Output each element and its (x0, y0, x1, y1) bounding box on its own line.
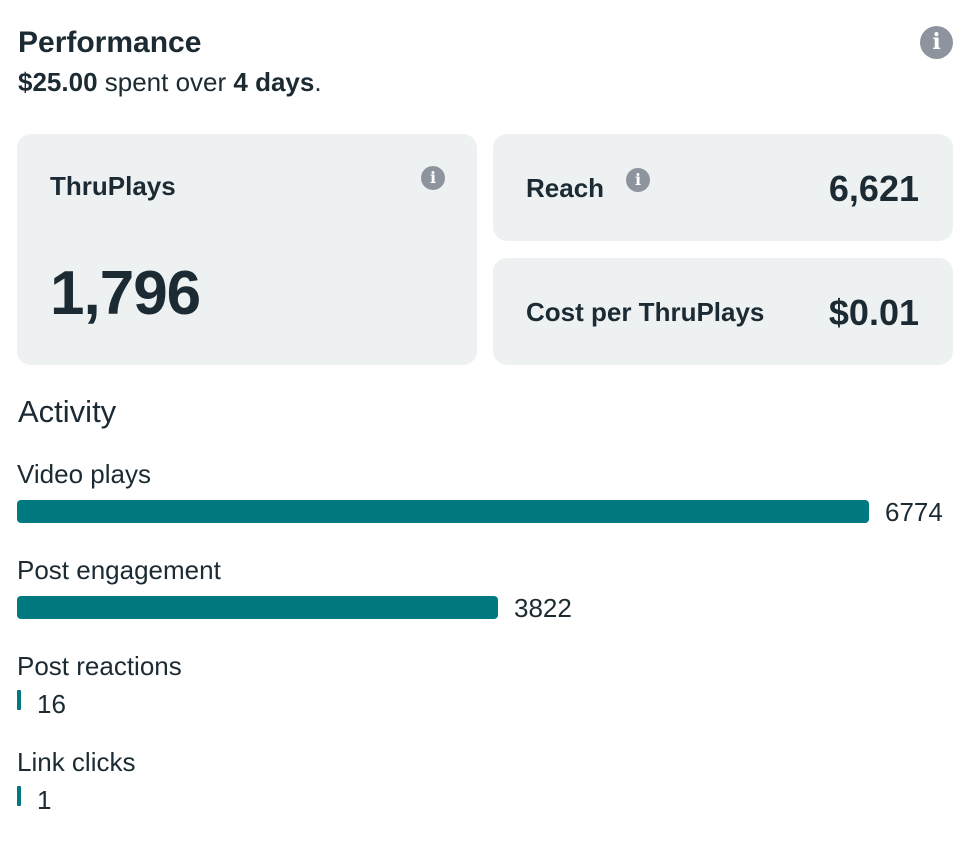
reach-label: Reach (526, 173, 605, 203)
spend-duration: 4 days (233, 67, 315, 97)
metric-value: 3822 (514, 593, 572, 623)
spend-period-end: . (314, 67, 322, 97)
reach-info-icon[interactable]: i (626, 168, 650, 192)
cost-per-thruplay-value: $0.01 (828, 292, 919, 333)
performance-title: Performance (18, 26, 202, 59)
activity-title: Activity (18, 394, 117, 429)
metric-video-plays: Video plays 6774 (17, 458, 967, 538)
spend-text: spent over (97, 67, 234, 97)
metric-label: Link clicks (17, 747, 136, 777)
cost-per-thruplay-card: Cost per ThruPlays $0.01 (493, 258, 953, 365)
metric-value: 16 (37, 689, 66, 719)
metric-bar (17, 596, 498, 619)
spend-amount: $25.00 (18, 67, 98, 97)
thruplays-card: ThruPlays i 1,796 (17, 134, 477, 365)
metric-label: Post reactions (17, 651, 182, 681)
metric-label: Video plays (17, 459, 151, 489)
metric-value: 1 (37, 785, 52, 815)
thruplays-value: 1,796 (50, 259, 201, 328)
metric-label: Post engagement (17, 555, 221, 585)
metric-link-clicks: Link clicks 1 (17, 746, 967, 826)
reach-card: Reach i 6,621 (493, 134, 953, 241)
spend-summary: $25.00 spent over 4 days. (18, 66, 322, 98)
metric-post-reactions: Post reactions 16 (17, 650, 967, 730)
reach-value: 6,621 (828, 168, 919, 209)
performance-info-icon[interactable]: i (920, 26, 953, 59)
metric-value: 6774 (885, 497, 943, 527)
metric-post-engagement: Post engagement 3822 (17, 554, 967, 634)
metric-bar (17, 690, 21, 710)
metric-bar (17, 786, 21, 806)
thruplays-label: ThruPlays (50, 171, 176, 201)
cost-per-thruplay-label: Cost per ThruPlays (526, 297, 765, 327)
metric-bar (17, 500, 869, 523)
thruplays-info-icon[interactable]: i (421, 166, 445, 190)
